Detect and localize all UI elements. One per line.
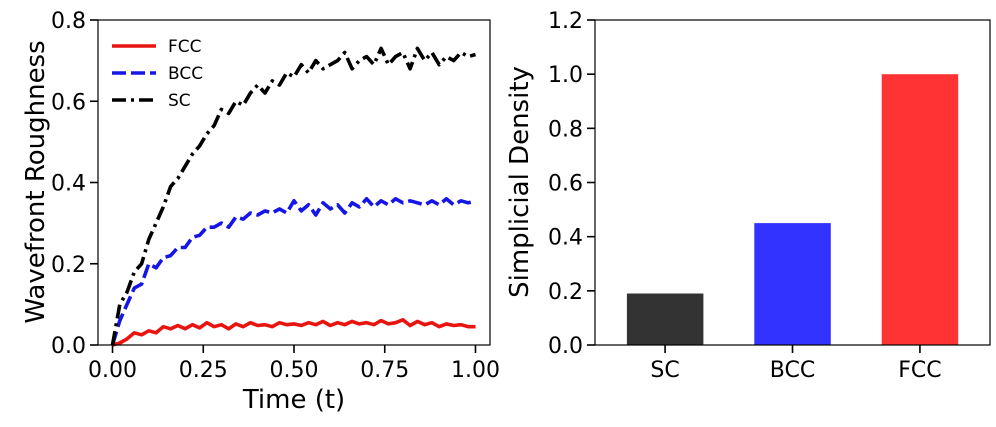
right-y-ticks: 0.0 0.2 0.4 0.6 0.8 1.0 1.2 (548, 9, 595, 359)
right-x-ticks: SC BCC FCC (650, 345, 942, 383)
y-tick-label: 1.0 (548, 63, 583, 88)
x-tick-label: 0.25 (179, 358, 228, 383)
y-tick-label: 0.8 (51, 9, 86, 34)
series-line-sc (110, 46, 476, 346)
y-tick-label: 0.0 (51, 334, 86, 359)
left-plot-frame (97, 19, 491, 346)
y-tick-label: 0.4 (51, 172, 86, 197)
y-tick-label: 0.4 (548, 226, 583, 251)
density-bar-chart: SC BCC FCC 0.0 0.2 0.4 0.6 0.8 1.0 1.2 Simplicia… (505, 9, 991, 383)
bar-fcc (881, 74, 959, 345)
left-y-ticks: 0.0 0.2 0.4 0.6 0.8 (51, 9, 98, 359)
x-tick-label: 0.00 (88, 358, 137, 383)
y-tick-label: 0.8 (548, 117, 583, 142)
category-label: FCC (898, 358, 941, 383)
line-series-group (110, 46, 476, 347)
legend-label-sc: SC (168, 91, 191, 111)
x-tick-label: 1.00 (451, 358, 500, 383)
bar-bcc (754, 223, 831, 345)
roughness-line-chart: 0.00 0.25 0.50 0.75 1.00 0.0 0.2 0.4 0.6 0.8 Tim… (21, 9, 500, 415)
category-label: BCC (770, 358, 815, 383)
left-y-axis-label: Wavefront Roughness (21, 40, 51, 323)
legend-label-fcc: FCC (168, 37, 202, 57)
legend-label-bcc: BCC (168, 64, 203, 84)
series-line-bcc (110, 197, 476, 346)
y-tick-label: 0.2 (51, 253, 86, 278)
category-label: SC (650, 358, 679, 383)
y-tick-label: 0.2 (548, 280, 583, 305)
x-tick-label: 0.75 (360, 358, 409, 383)
series-line-fcc (112, 318, 476, 347)
bar-group (626, 74, 959, 345)
bar-sc (626, 293, 704, 345)
y-tick-label: 1.2 (548, 9, 583, 34)
left-x-axis-label: Time (t) (242, 385, 345, 415)
y-tick-label: 0.6 (548, 172, 583, 197)
left-x-ticks: 0.00 0.25 0.50 0.75 1.00 (88, 345, 500, 383)
x-tick-label: 0.50 (270, 358, 319, 383)
y-tick-label: 0.6 (51, 90, 86, 115)
legend: FCC BCC SC (112, 37, 203, 111)
y-tick-label: 0.0 (548, 334, 583, 359)
right-y-axis-label: Simplicial Density (505, 66, 535, 298)
